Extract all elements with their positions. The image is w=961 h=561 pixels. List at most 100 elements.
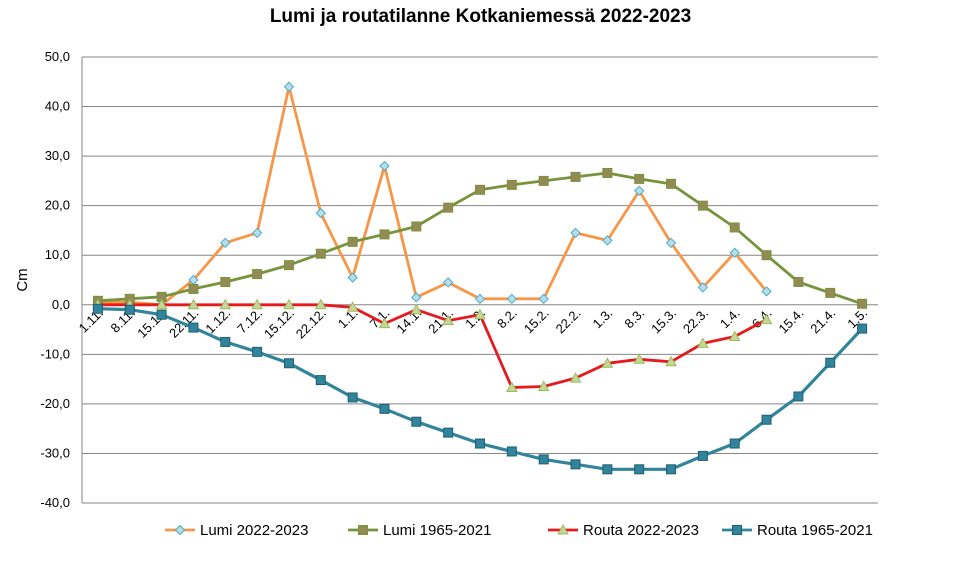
- data-point: [220, 276, 231, 287]
- data-point: [506, 446, 517, 457]
- data-point: [379, 229, 390, 240]
- data-point: [315, 207, 327, 219]
- y-tick-label: 40,0: [45, 99, 70, 114]
- x-tick-label: 8.3.: [621, 305, 647, 331]
- data-point: [505, 381, 518, 393]
- data-point: [793, 276, 804, 287]
- data-point: [857, 298, 868, 309]
- data-point: [283, 81, 295, 92]
- data-point: [443, 202, 454, 213]
- data-point: [538, 454, 549, 465]
- data-point: [92, 303, 103, 314]
- data-point: [633, 185, 645, 197]
- data-point: [665, 355, 677, 367]
- data-point: [538, 293, 549, 305]
- data-point: [379, 160, 390, 172]
- x-tick-label: 15.3.: [648, 305, 679, 336]
- data-point: [760, 313, 773, 325]
- data-point: [666, 178, 677, 189]
- data-point: [475, 184, 485, 195]
- x-tick-label: 21.4.: [807, 305, 838, 336]
- x-tick-label: 1.12.: [202, 305, 233, 336]
- data-point: [601, 357, 614, 368]
- data-point: [475, 438, 485, 449]
- data-point: [315, 248, 326, 259]
- x-tick-label: 15.2.: [521, 305, 552, 336]
- data-point: [156, 309, 167, 320]
- data-point: [761, 250, 772, 261]
- x-tick-label: 22.3.: [680, 305, 711, 336]
- data-point: [825, 287, 836, 298]
- data-point: [697, 337, 709, 348]
- data-point: [220, 336, 231, 347]
- data-point: [857, 323, 868, 334]
- data-point: [442, 277, 454, 288]
- data-point: [474, 293, 486, 305]
- data-point: [729, 438, 740, 449]
- legend-swatch-marker: [358, 525, 368, 535]
- data-point: [825, 357, 836, 368]
- data-point: [411, 221, 422, 232]
- data-point: [793, 391, 804, 402]
- y-tick-label: 30,0: [45, 148, 70, 163]
- data-point: [252, 269, 263, 280]
- data-point: [697, 282, 709, 293]
- x-tick-label: 1.3.: [590, 305, 616, 331]
- data-point: [665, 237, 677, 249]
- data-point: [728, 330, 741, 341]
- data-point: [314, 298, 327, 310]
- data-point: [346, 301, 359, 312]
- y-axis-label: Cm: [14, 268, 31, 291]
- data-point: [187, 298, 200, 310]
- data-point: [442, 314, 455, 326]
- data-point: [666, 464, 677, 475]
- y-tick-label: 10,0: [45, 247, 70, 262]
- data-point: [379, 403, 390, 414]
- series-2: [97, 303, 768, 389]
- data-point: [252, 346, 263, 357]
- data-point: [251, 298, 263, 310]
- data-point: [410, 303, 423, 315]
- data-point: [633, 353, 646, 364]
- data-point: [347, 272, 358, 283]
- data-point: [219, 298, 232, 310]
- chart-title: Lumi ja routatilanne Kotkaniemessä 2022-…: [269, 6, 692, 27]
- data-point: [729, 222, 740, 233]
- data-point: [761, 286, 772, 297]
- data-point: [697, 200, 708, 211]
- data-point: [378, 317, 391, 329]
- data-point: [411, 292, 422, 303]
- data-point: [634, 464, 645, 475]
- legend-label: Routa 1965-2021: [757, 522, 873, 539]
- y-tick-label: 20,0: [45, 198, 70, 213]
- legend-label: Lumi 1965-2021: [383, 522, 491, 539]
- data-point: [761, 414, 772, 425]
- y-tick-label: 50,0: [45, 49, 70, 64]
- data-point: [347, 236, 358, 247]
- data-point: [602, 235, 613, 246]
- y-tick-label: -10,0: [40, 346, 70, 361]
- data-point: [283, 298, 295, 310]
- data-point: [570, 459, 581, 470]
- data-point: [283, 260, 294, 271]
- legend-swatch-marker: [732, 525, 742, 535]
- data-point: [569, 372, 582, 383]
- data-point: [155, 298, 168, 310]
- y-tick-label: -20,0: [40, 396, 70, 411]
- legend-swatch-marker: [557, 523, 569, 535]
- data-point: [537, 380, 550, 392]
- series-0: [97, 85, 768, 307]
- data-point: [283, 358, 294, 369]
- data-point: [188, 322, 199, 333]
- data-point: [315, 375, 326, 386]
- y-tick-label: -30,0: [40, 445, 70, 460]
- data-point: [474, 308, 486, 320]
- data-point: [634, 173, 645, 184]
- data-point: [506, 179, 517, 190]
- y-tick-label: 0,0: [52, 297, 70, 312]
- x-tick-label: 22.2.: [553, 305, 584, 336]
- data-point: [602, 464, 613, 475]
- legend-swatch-marker: [174, 524, 186, 536]
- legend-label: Routa 2022-2023: [583, 522, 699, 539]
